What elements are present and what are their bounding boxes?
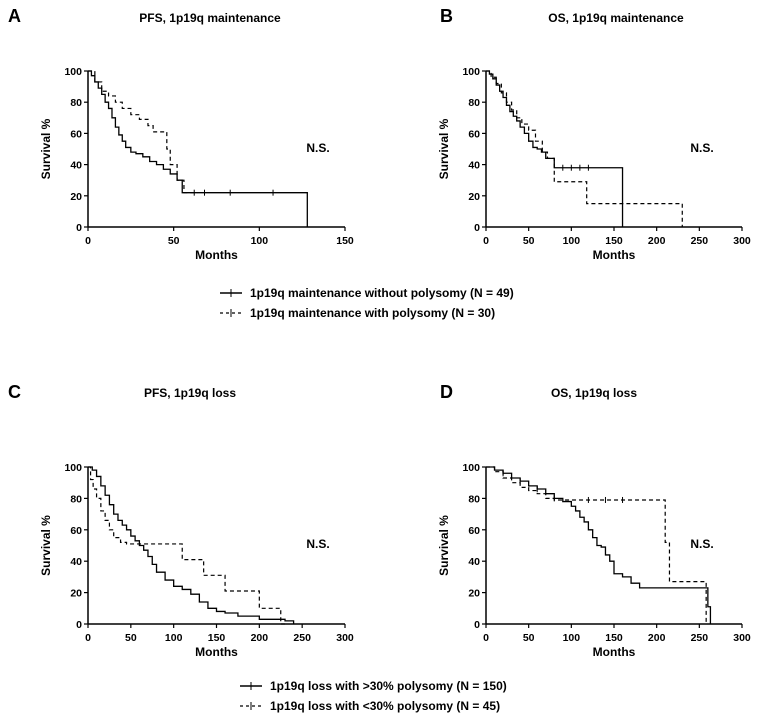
legend-label: 1p19q maintenance with polysomy (N = 30) (250, 306, 495, 320)
y-axis-label: Survival % (39, 515, 53, 576)
x-axis-label: Months (593, 248, 636, 262)
km-curve-dashed (88, 70, 198, 194)
x-tick-label: 250 (691, 235, 709, 247)
panel-letter: D (440, 382, 453, 402)
km-curve-solid (88, 70, 308, 227)
x-axis-label: Months (195, 248, 238, 262)
x-tick-label: 50 (523, 632, 535, 644)
x-tick-label: 300 (733, 235, 751, 247)
ns-annotation: N.S. (306, 141, 329, 155)
panel-letter: A (8, 6, 21, 26)
x-tick-label: 0 (85, 235, 91, 247)
y-tick-label: 20 (468, 588, 480, 600)
y-tick-label: 40 (468, 556, 480, 568)
x-axis-label: Months (195, 645, 238, 659)
panel-title: OS, 1p19q maintenance (548, 11, 684, 25)
x-tick-label: 50 (523, 235, 535, 247)
y-axis-label: Survival % (39, 118, 53, 179)
km-curve-dashed (486, 70, 683, 227)
y-tick-label: 60 (70, 128, 82, 140)
x-tick-label: 200 (648, 632, 666, 644)
y-tick-label: 60 (468, 525, 480, 537)
x-tick-label: 0 (483, 235, 489, 247)
x-tick-label: 150 (336, 235, 354, 247)
km-curve-solid (486, 70, 624, 227)
panel-letter: B (440, 6, 453, 26)
x-tick-label: 300 (733, 632, 751, 644)
x-tick-label: 100 (563, 632, 581, 644)
y-tick-label: 40 (70, 556, 82, 568)
ns-annotation: N.S. (306, 537, 329, 551)
km-curve-solid (486, 466, 712, 624)
ns-annotation: N.S. (690, 141, 713, 155)
y-tick-label: 0 (474, 619, 480, 631)
y-tick-label: 100 (462, 66, 480, 78)
x-tick-label: 250 (691, 632, 709, 644)
panel-title: OS, 1p19q loss (551, 386, 637, 400)
y-tick-label: 80 (468, 493, 480, 505)
legend-label: 1p19q maintenance without polysomy (N = … (250, 286, 514, 300)
km-curve-dashed (88, 466, 286, 625)
y-tick-label: 0 (474, 222, 480, 234)
km-curve-solid (88, 466, 295, 624)
panel-a: A PFS, 1p19q maintenance 0 20 40 60 80 100 0 50 10… (8, 6, 354, 262)
y-tick-label: 0 (76, 222, 82, 234)
x-tick-label: 150 (605, 235, 623, 247)
x-tick-label: 300 (336, 632, 354, 644)
y-tick-label: 40 (70, 160, 82, 172)
x-tick-label: 0 (85, 632, 91, 644)
x-tick-label: 200 (648, 235, 666, 247)
y-tick-label: 60 (70, 525, 82, 537)
y-tick-label: 100 (64, 66, 82, 78)
y-axis-label: Survival % (437, 515, 451, 576)
y-tick-label: 0 (76, 619, 82, 631)
panel-title: PFS, 1p19q loss (144, 386, 236, 400)
legend-label: 1p19q loss with >30% polysomy (N = 150) (270, 679, 507, 693)
legend-label: 1p19q loss with <30% polysomy (N = 45) (270, 699, 500, 713)
y-tick-label: 60 (468, 128, 480, 140)
x-tick-label: 100 (251, 235, 269, 247)
y-axis-label: Survival % (437, 118, 451, 179)
legend-1: 1p19q maintenance without polysomy (N = … (220, 286, 514, 320)
x-tick-label: 200 (251, 632, 269, 644)
panel-title: PFS, 1p19q maintenance (139, 11, 281, 25)
km-curve-dashed (486, 466, 707, 624)
y-tick-label: 20 (70, 588, 82, 600)
ns-annotation: N.S. (690, 537, 713, 551)
y-tick-label: 80 (468, 97, 480, 109)
y-tick-label: 40 (468, 160, 480, 172)
x-tick-label: 150 (208, 632, 226, 644)
y-tick-label: 100 (462, 462, 480, 474)
x-tick-label: 100 (165, 632, 183, 644)
x-tick-label: 50 (125, 632, 137, 644)
legend-2: 1p19q loss with >30% polysomy (N = 150) 1… (240, 679, 507, 713)
x-tick-label: 0 (483, 632, 489, 644)
y-tick-label: 80 (70, 493, 82, 505)
x-axis-label: Months (593, 645, 636, 659)
panel-letter: C (8, 382, 21, 402)
x-tick-label: 100 (563, 235, 581, 247)
x-tick-label: 50 (168, 235, 180, 247)
panel-b: B OS, 1p19q maintenance 0 20 40 60 80 100 0 50 100… (437, 6, 751, 262)
y-tick-label: 20 (468, 191, 480, 203)
panel-c: C PFS, 1p19q loss 0 20 40 60 80 100 0 50 100 150 200… (8, 382, 354, 659)
y-tick-label: 80 (70, 97, 82, 109)
x-tick-label: 150 (605, 632, 623, 644)
x-tick-label: 250 (293, 632, 311, 644)
panel-d: D OS, 1p19q loss 0 20 40 60 80 100 0 50 100 150 200 2… (437, 382, 751, 659)
y-tick-label: 100 (64, 462, 82, 474)
y-tick-label: 20 (70, 191, 82, 203)
